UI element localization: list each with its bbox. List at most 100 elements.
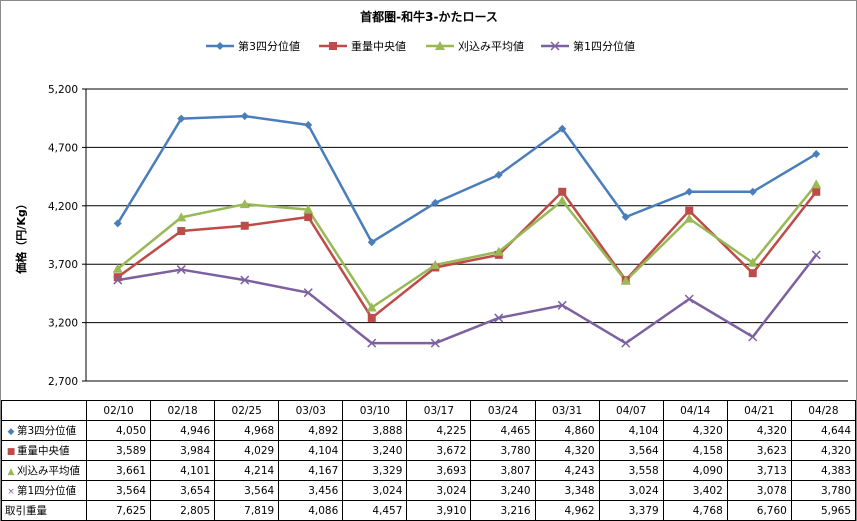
data-point-q1 <box>621 338 631 348</box>
data-point-q1 <box>430 338 440 348</box>
table-row-label: ◆ 第3四分位値 <box>1 420 87 441</box>
table-cell: 3,984 <box>150 440 216 461</box>
table-cell: 4,320 <box>790 440 857 461</box>
table-cell: 3,558 <box>598 460 664 481</box>
table-cell: 4,225 <box>406 420 472 441</box>
table-cell: 3,589 <box>85 440 152 461</box>
y-tick-label: 3,700 <box>48 259 78 271</box>
table-cell: 4,104 <box>598 420 664 441</box>
table-cell: 3,713 <box>726 460 792 481</box>
gridlines <box>86 88 848 382</box>
legend-marker-q3 <box>216 42 224 50</box>
data-point-q3 <box>685 187 694 196</box>
legend-item-median: 重量中央値 <box>319 39 406 53</box>
row-marker-icon: × <box>7 487 15 497</box>
data-point-avg <box>112 263 123 273</box>
data-point-median <box>177 227 186 236</box>
table-cell: 7,819 <box>214 500 280 521</box>
table-cell: 4,644 <box>790 420 857 441</box>
data-point-avg <box>303 204 314 214</box>
data-point-avg <box>747 257 758 267</box>
table-cell: 4,860 <box>534 420 600 441</box>
table-cell: 4,214 <box>214 460 280 481</box>
data-table: 02/10 02/18 02/25 03/03 03/10 03/17 03/24 03/31… <box>1 400 857 521</box>
table-cell: 4,892 <box>278 420 344 441</box>
table-cell: 4,090 <box>662 460 728 481</box>
table-cell: 3,623 <box>726 440 792 461</box>
table-date-header: 04/28 <box>790 400 857 421</box>
y-tick-label: 3,200 <box>48 318 78 330</box>
data-point-q1 <box>303 288 313 298</box>
data-point-q1 <box>684 294 694 304</box>
table-cell: 4,104 <box>278 440 344 461</box>
table-row-label: ■ 重量中央値 <box>1 440 87 461</box>
data-point-q1 <box>748 332 758 342</box>
y-axis-label: 価格（円/Kg） <box>14 198 28 274</box>
series-line-median <box>117 190 818 320</box>
table-cell: 3,888 <box>342 420 408 441</box>
row-marker-icon: ◆ <box>7 427 15 437</box>
table-cell: 3,240 <box>470 480 536 501</box>
table-cell: 4,167 <box>278 460 344 481</box>
table-cell: 2,805 <box>150 500 216 521</box>
table-row-label: × 第1四分位値 <box>1 480 87 501</box>
table-cell: 3,348 <box>534 480 600 501</box>
table-row: 取引重量 7,625 2,805 7,819 4,086 4,457 3,910 3,216 4… <box>1 500 857 521</box>
data-point-q3 <box>113 219 122 228</box>
y-tick-label: 4,700 <box>48 142 78 154</box>
data-point-avg <box>620 275 631 285</box>
table-date-header: 02/25 <box>214 400 280 421</box>
data-point-q3 <box>304 120 313 129</box>
data-point-q1 <box>113 275 123 285</box>
data-point-q3 <box>431 198 440 207</box>
table-cell: 3,564 <box>214 480 280 501</box>
table-cell: 4,962 <box>534 500 600 521</box>
table-date-header: 03/24 <box>470 400 536 421</box>
table-cell: 3,661 <box>85 460 152 481</box>
table-cell: 4,465 <box>470 420 536 441</box>
table-row-label: 取引重量 <box>1 500 87 521</box>
data-point-median <box>240 221 249 230</box>
table-cell: 4,101 <box>150 460 216 481</box>
chart-title: 首都圏-和牛3-かたロース <box>360 9 498 24</box>
legend-marker-median <box>329 42 337 50</box>
table-cell: 4,320 <box>662 420 728 441</box>
series-line-q3 <box>116 114 817 244</box>
data-point-q3 <box>240 112 249 121</box>
data-point-median <box>113 273 122 282</box>
row-marker-icon: ■ <box>6 447 16 457</box>
data-point-avg <box>239 199 250 209</box>
table-date-header: 04/21 <box>726 400 792 421</box>
table-date-header: 02/18 <box>150 400 216 421</box>
row-label-text: 第3四分位値 <box>17 425 77 437</box>
row-marker-icon: ▲ <box>7 467 15 477</box>
table-cell: 3,216 <box>470 500 536 521</box>
legend-label: 第3四分位値 <box>238 39 300 53</box>
data-point-median <box>748 269 757 278</box>
table-cell: 4,158 <box>662 440 728 461</box>
table-cell: 3,672 <box>406 440 472 461</box>
table-cell: 3,780 <box>470 440 536 461</box>
legend-label: 重量中央値 <box>351 39 406 53</box>
table-cell: 7,625 <box>85 500 152 521</box>
table-cell: 3,379 <box>598 500 664 521</box>
data-point-avg <box>366 302 377 312</box>
table-header-row: 02/10 02/18 02/25 03/03 03/10 03/17 03/24 03/31… <box>1 400 857 421</box>
table-row: ▲ 刈込み平均値 3,661 4,101 4,214 4,167 3,329 3,693 3,8… <box>1 460 857 481</box>
table-cell: 4,086 <box>278 500 344 521</box>
table-cell: 6,760 <box>726 500 792 521</box>
row-label-text: 第1四分位値 <box>17 485 77 497</box>
table-cell: 4,768 <box>662 500 728 521</box>
series-line-avg <box>116 183 818 309</box>
series-lines <box>116 114 818 345</box>
series-line-q1 <box>117 254 818 345</box>
table-cell: 4,383 <box>790 460 857 481</box>
table-cell: 4,457 <box>342 500 408 521</box>
table-cell: 3,078 <box>726 480 792 501</box>
data-point-median <box>812 187 821 196</box>
table-corner-cell <box>1 400 87 421</box>
table-cell: 4,320 <box>534 440 600 461</box>
table-cell: 3,693 <box>406 460 472 481</box>
table-row: ■ 重量中央値 3,589 3,984 4,029 4,104 3,240 3,672 3,78… <box>1 440 857 461</box>
